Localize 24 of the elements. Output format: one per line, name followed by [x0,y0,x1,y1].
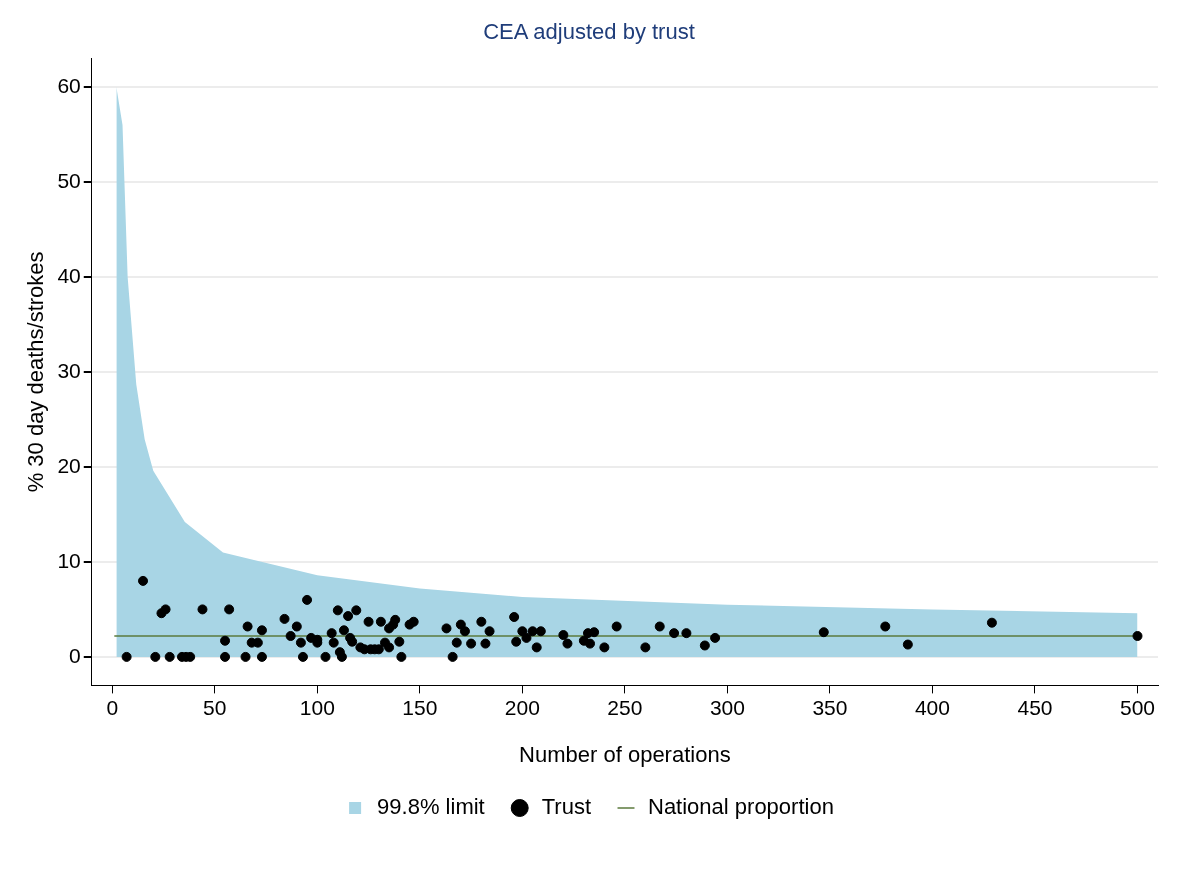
x-tick-label: 100 [299,695,335,719]
y-tick-label: 30 [57,358,81,382]
x-axis-title: Number of operations [519,741,731,767]
y-axis-title: % 30 day deaths/strokes [23,251,49,493]
y-tick-label: 60 [57,73,81,97]
x-tick-label: 0 [106,695,119,719]
y-tick-label: 10 [57,548,81,572]
legend-label: Trust [541,794,591,820]
legend-label: 99.8% limit [377,794,485,820]
x-tick-label: 300 [709,695,745,719]
x-tick-label: 200 [504,695,540,719]
x-tick-label: 150 [402,695,438,719]
legend-label: National proportion [648,794,834,820]
x-tick-label: 50 [203,695,227,719]
x-tick-label: 450 [1017,695,1053,719]
y-tick-label: 50 [57,168,81,192]
y-tick-label: 0 [69,643,81,667]
chart-title: CEA adjusted by trust [483,19,695,45]
y-tick-label: 40 [57,263,81,287]
x-tick-label: 250 [607,695,643,719]
x-tick-label: 350 [812,695,848,719]
y-tick-label: 20 [57,453,81,477]
x-tick-label: 400 [914,695,950,719]
x-tick-label: 500 [1119,695,1156,719]
